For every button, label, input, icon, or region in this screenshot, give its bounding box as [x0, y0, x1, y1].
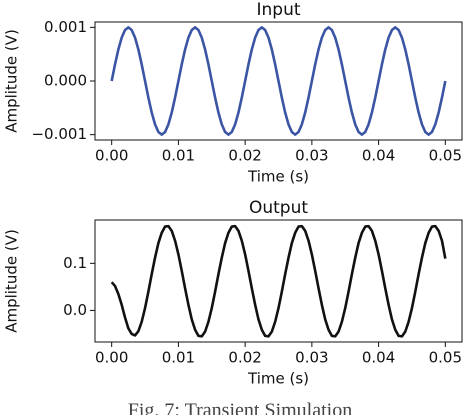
x-tick-label: 0.02 [228, 147, 261, 165]
y-tick-label: 0.0 [63, 301, 87, 319]
y-tick-label: −0.001 [31, 125, 87, 143]
x-tick-label: 0.04 [362, 147, 395, 165]
x-tick-label: 0.02 [228, 349, 261, 367]
x-tick-label: 0.01 [162, 349, 195, 367]
x-tick-label: 0.00 [95, 147, 128, 165]
caption: Fig. 7: Transient Simulation [128, 400, 352, 415]
x-axis-label: Time (s) [247, 370, 309, 388]
line [110, 26, 447, 136]
x-tick-label: 0.05 [429, 147, 462, 165]
y-tick-label: 0.001 [44, 18, 87, 36]
x-tick-label: 0.05 [429, 349, 462, 367]
plot-frame [94, 21, 463, 141]
y-tick-label: 0.000 [44, 72, 87, 90]
x-tick-label: 0.03 [295, 147, 328, 165]
x-tick-label: 0.00 [95, 349, 128, 367]
x-tick-label: 0.01 [162, 147, 195, 165]
chart-title: Output [249, 198, 308, 218]
y-axis-label: Amplitude (V) [3, 29, 21, 133]
y-axis-label: Amplitude (V) [3, 229, 21, 333]
x-tick-label: 0.03 [295, 349, 328, 367]
x-tick-label: 0.04 [362, 349, 395, 367]
y-tick-label: 0.1 [63, 254, 87, 272]
line [110, 224, 447, 338]
chart-title: Input [256, 0, 300, 20]
plot-frame [94, 219, 463, 343]
x-axis-label: Time (s) [247, 168, 309, 186]
